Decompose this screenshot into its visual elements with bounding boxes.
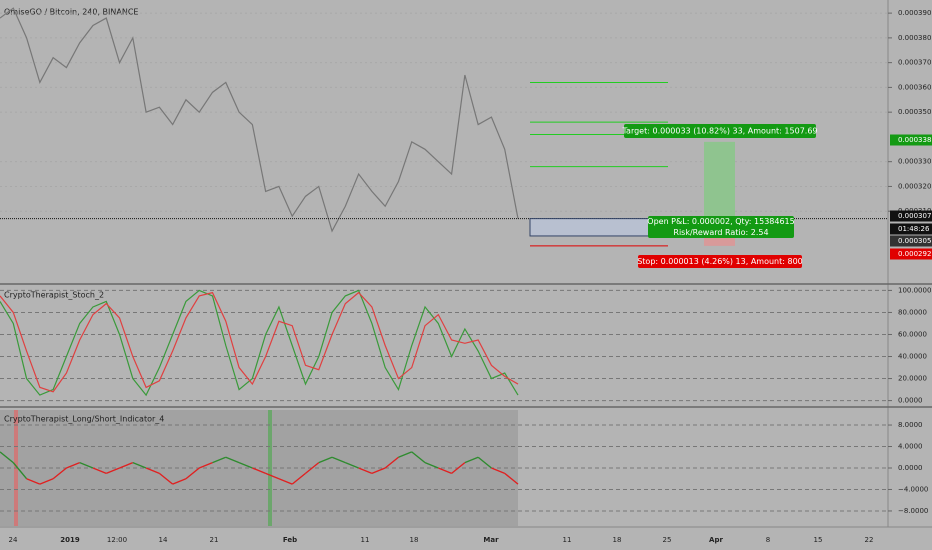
y-tick-label: −8.0000: [898, 507, 928, 515]
price-axis-bg: [888, 0, 932, 550]
x-tick-label: 24: [9, 536, 18, 544]
pnl-label: Risk/Reward Ratio: 2.54: [673, 228, 768, 237]
y-tick-label: 0.0000: [898, 397, 923, 405]
ls-segment: [265, 472, 280, 480]
x-tick-label: 18: [410, 536, 419, 544]
y-tick-label: −4.0000: [898, 485, 928, 493]
y-tick-label: 0.0000: [898, 464, 923, 472]
ls-segment: [0, 451, 14, 464]
ls-segment: [504, 472, 519, 485]
stop-label-bg: [638, 255, 802, 268]
x-tick-label: 21: [210, 536, 219, 544]
ls-segment: [477, 456, 492, 469]
ls-segment: [132, 461, 147, 469]
x-tick-label: 11: [361, 536, 370, 544]
target-zone: [704, 141, 735, 219]
ls-segment: [278, 478, 293, 485]
price-badge: 0.000305: [898, 237, 931, 245]
price-badge-bg: [890, 223, 932, 235]
price-badge: 0.000338: [898, 136, 931, 144]
ls-segment: [491, 467, 505, 475]
target-label: Target: 0.000033 (10.82%) 33, Amount: 15…: [621, 127, 817, 136]
x-tick-label: 11: [563, 536, 572, 544]
price-badge-bg: [890, 248, 932, 260]
ls-segment: [79, 461, 94, 469]
ls-segment: [411, 451, 426, 464]
x-tick-label: 12:00: [107, 536, 127, 544]
x-tick-label: Apr: [709, 536, 723, 544]
ls-segment: [158, 472, 174, 485]
stop-label: Stop: 0.000013 (4.26%) 13, Amount: 800: [637, 257, 803, 266]
ls-segment: [145, 467, 160, 475]
price-badge-bg: [890, 134, 932, 146]
ls-segment: [172, 478, 187, 485]
ls-segment: [384, 456, 399, 469]
ls-segment: [12, 462, 28, 480]
ls-segment: [212, 456, 227, 464]
ls-segment: [305, 462, 320, 474]
target-label-bg: [624, 124, 816, 138]
price-badge: 01:48:26: [898, 225, 930, 233]
ls-segment: [198, 461, 213, 469]
ls-segment: [438, 467, 452, 475]
ls-segment: [464, 456, 479, 464]
x-tick-label: Mar: [483, 536, 499, 544]
y-tick-label: 8.0000: [898, 421, 923, 429]
y-tick-label: 100.0000: [898, 286, 931, 294]
ls-segment: [358, 467, 373, 475]
ls-title: CryptoTherapist_Long/Short_Indicator_4: [4, 415, 164, 424]
ls-segment: [238, 461, 253, 469]
ls-segment: [92, 467, 107, 475]
stoch-title: CryptoTherapist_Stoch_2: [4, 291, 104, 300]
ls-segment: [318, 456, 333, 464]
y-tick-label: 0.000360: [898, 83, 931, 91]
x-tick-label: 18: [613, 536, 622, 544]
x-tick-label: 2019: [60, 536, 80, 544]
x-tick-label: 25: [663, 536, 672, 544]
y-tick-label: 20.0000: [898, 375, 927, 383]
y-tick-label: 60.0000: [898, 330, 927, 338]
x-tick-label: 22: [865, 536, 874, 544]
stoch-line: [0, 291, 519, 393]
ls-segment: [39, 478, 54, 485]
y-tick-label: 80.0000: [898, 308, 927, 316]
y-tick-label: 0.000350: [898, 108, 931, 116]
y-tick-label: 4.0000: [898, 443, 923, 451]
y-tick-label: 40.0000: [898, 353, 927, 361]
price-badge: 0.000292: [898, 250, 931, 258]
ls-segment: [225, 456, 240, 464]
ls-segment: [105, 467, 120, 475]
x-tick-label: 8: [766, 536, 770, 544]
ls-segment: [398, 451, 413, 458]
price-badge-bg: [890, 235, 932, 247]
ls-segment: [252, 467, 266, 475]
stoch-line: [0, 289, 519, 397]
ls-segment: [345, 461, 359, 469]
ls-segment: [424, 461, 439, 469]
y-tick-label: 0.000370: [898, 59, 931, 67]
y-tick-label: 0.000390: [898, 9, 931, 17]
y-tick-label: 0.000320: [898, 182, 931, 190]
pnl-label-bg: [648, 216, 794, 238]
ls-segment: [52, 467, 67, 480]
ls-segment: [119, 461, 134, 469]
ls-segment: [291, 472, 306, 485]
x-tick-label: 14: [159, 536, 168, 544]
y-tick-label: 0.000380: [898, 34, 931, 42]
price-badge-bg: [890, 210, 932, 222]
ls-segment: [371, 467, 386, 475]
ls-segment: [66, 461, 80, 469]
x-tick-label: 15: [814, 536, 823, 544]
ls-segment: [185, 467, 200, 480]
chart-title: OmiseGO / Bitcoin, 240, BINANCE: [4, 8, 138, 17]
ls-segment: [331, 456, 346, 464]
ls-segment: [451, 462, 466, 474]
price-line: [0, 7, 519, 233]
ls-segment: [26, 478, 41, 485]
y-tick-label: 0.000330: [898, 158, 931, 166]
x-tick-label: Feb: [283, 536, 297, 544]
price-badge: 0.000307: [898, 212, 931, 220]
pnl-label: Open P&L: 0.000002, Qty: 15384615: [647, 217, 794, 226]
